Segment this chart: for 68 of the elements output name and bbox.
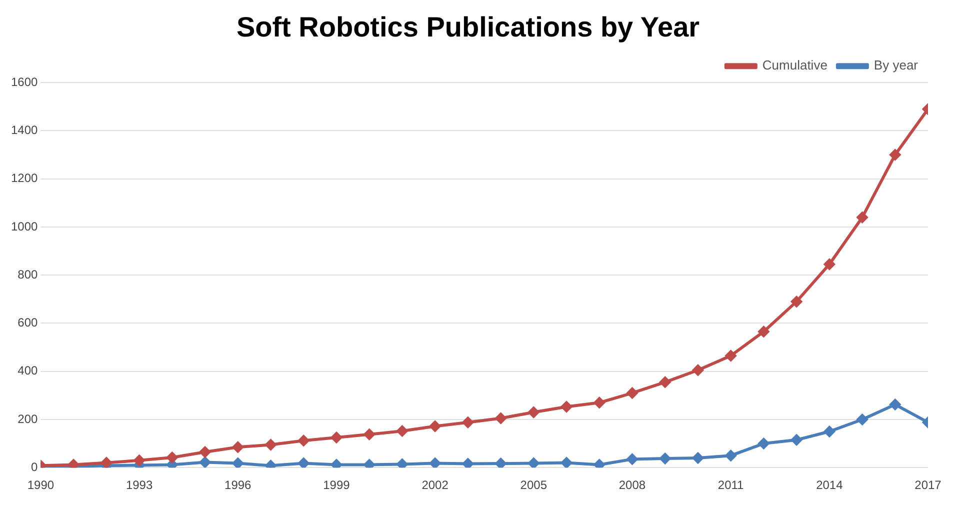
point [495, 458, 506, 468]
point [430, 458, 441, 468]
point [462, 416, 474, 428]
point [758, 326, 770, 338]
y-tick-label: 400 [18, 364, 38, 378]
point [660, 376, 671, 388]
y-tick-label: 0 [31, 460, 38, 474]
point [495, 412, 506, 424]
point [232, 442, 244, 453]
point [791, 296, 802, 308]
y-tick-label: 600 [18, 316, 38, 330]
point [692, 452, 704, 464]
point [758, 438, 770, 450]
point [298, 458, 310, 468]
x-tick-label: 2005 [520, 478, 548, 492]
point [594, 459, 605, 468]
x-tick-label: 2011 [718, 478, 744, 492]
point [725, 350, 736, 362]
point [430, 420, 441, 432]
point [660, 452, 671, 464]
point [200, 456, 211, 468]
point [824, 426, 835, 438]
y-tick-label: 1000 [10, 219, 38, 234]
point [528, 458, 540, 468]
y-tick-label: 1200 [10, 171, 38, 186]
point [561, 401, 572, 412]
x-tick-label: 1996 [224, 478, 252, 492]
point [396, 458, 408, 468]
point [856, 414, 868, 425]
point [725, 450, 736, 462]
point [134, 454, 145, 466]
point [364, 428, 375, 440]
point [856, 212, 868, 223]
point [364, 459, 375, 468]
point [100, 457, 112, 468]
point [166, 452, 178, 463]
point [890, 149, 901, 160]
point [824, 258, 835, 270]
point [791, 434, 802, 446]
x-tick-label: 1990 [27, 478, 54, 492]
y-tick-label: 1600 [10, 74, 38, 89]
x-tick-label: 2017 [914, 478, 942, 492]
point [265, 439, 276, 450]
point [232, 458, 244, 468]
point [330, 432, 342, 444]
x-tick-label: 2002 [422, 478, 449, 492]
legend-label: Cumulative [762, 58, 828, 73]
point [462, 458, 474, 468]
chart-title: Soft Robotics Publications by Year [236, 12, 700, 43]
y-tick-label: 800 [18, 267, 38, 282]
point [594, 397, 605, 408]
x-tick-label: 2014 [816, 478, 844, 492]
point [561, 457, 572, 468]
x-tick-label: 1999 [323, 478, 350, 492]
point [626, 454, 638, 465]
point [890, 399, 901, 410]
x-tick-label: 2008 [618, 478, 646, 492]
point [692, 364, 704, 376]
point [528, 406, 540, 418]
y-tick-label: 1400 [10, 123, 38, 138]
point [626, 388, 638, 399]
y-tick-label: 200 [18, 412, 38, 426]
point [330, 459, 342, 468]
point [396, 426, 408, 437]
legend-label: By year [874, 58, 919, 73]
x-tick-label: 1993 [126, 478, 153, 492]
point [200, 446, 211, 458]
point [298, 435, 310, 446]
